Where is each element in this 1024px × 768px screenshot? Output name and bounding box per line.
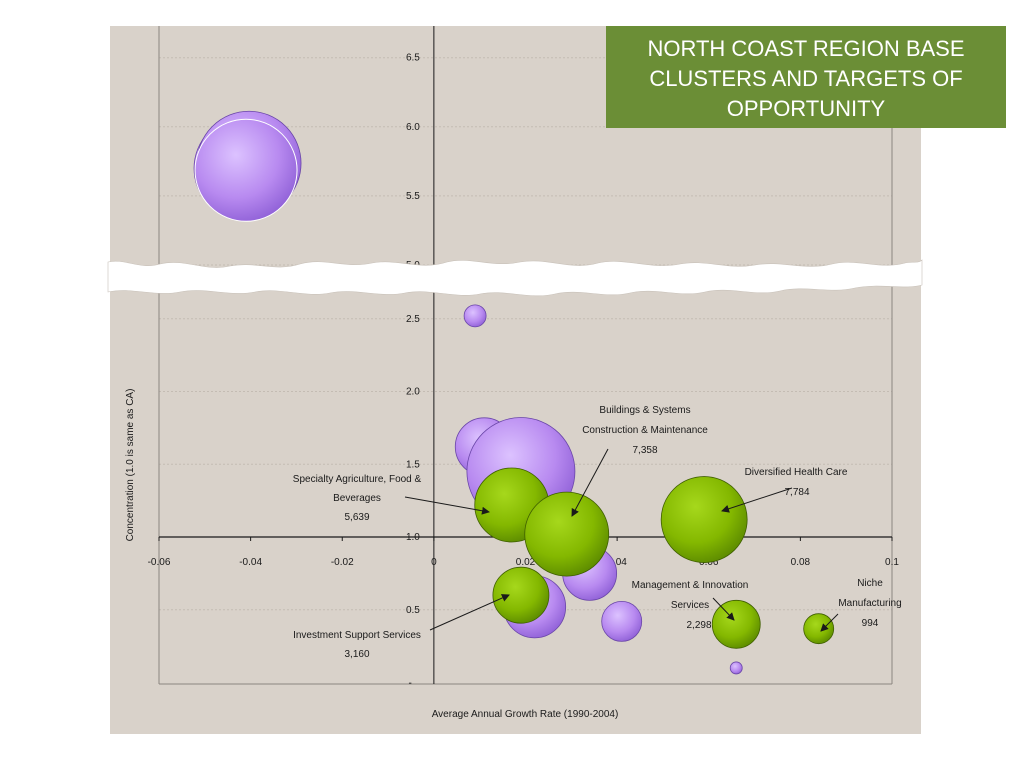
target-label: Beverages <box>333 493 381 504</box>
label-arrow <box>721 487 793 513</box>
slide-title: NORTH COAST REGION BASE CLUSTERS AND TAR… <box>606 26 1006 128</box>
target-label: 3,160 <box>344 649 369 660</box>
target-label: Construction & Maintenance <box>582 425 708 436</box>
y-tick-label: 0.5 <box>406 605 420 616</box>
y-tick-label: 1.5 <box>406 459 420 470</box>
target-bubble <box>711 599 761 649</box>
y-tick-label: 6.5 <box>406 53 420 64</box>
title-line-2: CLUSTERS AND TARGETS OF <box>649 66 963 91</box>
target-label: Buildings & Systems <box>599 405 690 416</box>
target-label: Niche <box>857 578 883 589</box>
target-bubble <box>803 613 835 645</box>
base-cluster-bubble <box>463 304 487 328</box>
target-bubble <box>492 566 550 624</box>
target-label: 2,298 <box>686 620 711 631</box>
target-label: 5,639 <box>344 512 369 523</box>
target-label: 994 <box>862 618 879 629</box>
base-cluster-bubble <box>194 118 298 222</box>
title-line-3: OPPORTUNITY <box>726 96 886 121</box>
y-tick-label: - <box>409 678 412 689</box>
x-tick-label: 0.08 <box>791 557 811 568</box>
y-tick-label: 5.5 <box>406 191 420 202</box>
label-arrow <box>712 597 735 621</box>
label-arrow <box>820 613 839 632</box>
x-axis-title: Average Annual Growth Rate (1990-2004) <box>432 709 619 720</box>
base-cluster-bubble <box>729 661 743 675</box>
x-tick-label: -0.04 <box>239 557 262 568</box>
x-tick-label: 0 <box>431 557 437 568</box>
base-cluster-bubble <box>601 600 643 642</box>
target-bubble <box>524 491 610 577</box>
y-tick-label: 6.0 <box>406 122 420 133</box>
y-tick-label: 2.0 <box>406 387 420 398</box>
label-arrow <box>429 594 510 631</box>
target-label: Investment Support Services <box>293 630 421 641</box>
x-tick-label: 0.1 <box>885 557 899 568</box>
x-tick-label: 0.04 <box>607 557 627 568</box>
y-tick-label: 1.0 <box>406 532 420 543</box>
y-axis-title: Concentration (1.0 is same as CA) <box>125 389 136 542</box>
label-arrow <box>404 496 490 515</box>
target-bubble <box>660 476 748 563</box>
x-tick-label: -0.06 <box>148 557 171 568</box>
target-label: 7,358 <box>632 445 657 456</box>
target-label: Manufacturing <box>838 598 901 609</box>
x-tick-label: 0.02 <box>516 557 536 568</box>
target-label: Specialty Agriculture, Food & <box>293 474 422 485</box>
target-label: Management & Innovation <box>632 580 749 591</box>
label-arrow <box>571 448 609 517</box>
target-label: Diversified Health Care <box>745 467 848 478</box>
target-label: Services <box>671 600 709 611</box>
axis-break <box>107 259 923 297</box>
target-label: 7,784 <box>784 487 809 498</box>
x-tick-label: -0.02 <box>331 557 354 568</box>
title-line-1: NORTH COAST REGION BASE <box>647 36 965 61</box>
y-tick-label: 2.5 <box>406 314 420 325</box>
